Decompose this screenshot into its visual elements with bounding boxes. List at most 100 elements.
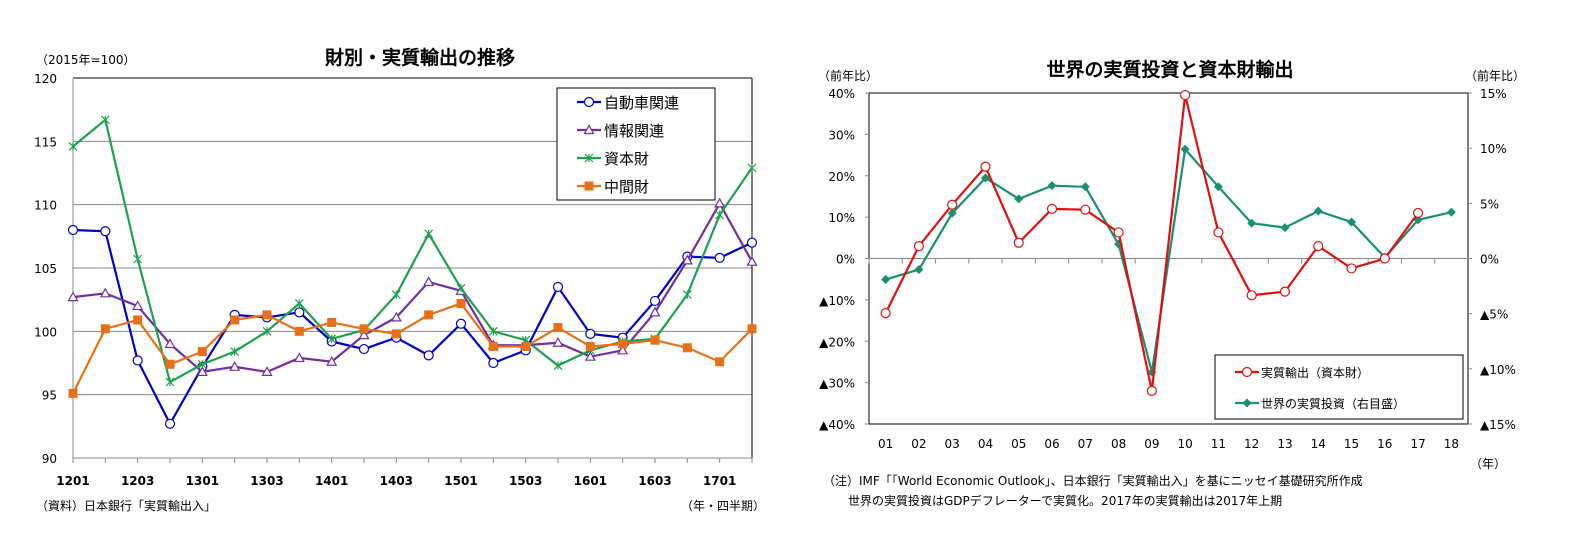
data-point [746, 255, 758, 266]
chart1-source: （資料）日本銀行「実質輸出入」 [36, 498, 216, 513]
chart2-left-unit: （前年比） [818, 68, 878, 83]
data-point [423, 276, 435, 287]
data-point [618, 339, 628, 349]
data-point [133, 254, 143, 264]
legend-box [1214, 354, 1464, 420]
data-point [1014, 194, 1024, 204]
y-left-tick-label: ▲40% [819, 418, 855, 432]
x-tick-label: 03 [945, 437, 960, 451]
legend-marker [583, 124, 595, 135]
x-tick-label: 10 [1177, 437, 1192, 451]
data-point [68, 388, 78, 398]
data-point [1446, 207, 1456, 217]
x-tick-label: 1603 [638, 474, 671, 488]
chart2-title: 世界の実質投資と資本財輸出 [1046, 58, 1293, 81]
data-point [391, 290, 401, 300]
data-point [424, 229, 434, 239]
data-point [229, 361, 241, 371]
y-right-tick-label: ▲5% [1480, 308, 1508, 322]
data-point [100, 226, 111, 237]
legend-label: 資本財 [604, 150, 649, 168]
data-point [488, 342, 498, 352]
data-point [617, 344, 629, 355]
x-tick-label: 14 [1311, 437, 1326, 451]
data-point [747, 163, 757, 173]
data-point [521, 342, 531, 352]
legend-marker [583, 96, 595, 108]
x-tick-label: 02 [911, 437, 926, 451]
data-point [261, 366, 273, 376]
chart1-unit-label: （2015年=100） [36, 53, 136, 67]
y-right-tick-label: ▲10% [1480, 363, 1516, 377]
data-point [455, 318, 467, 329]
y-right-tick-label: 10% [1480, 142, 1507, 156]
data-point [1246, 290, 1257, 301]
data-point [230, 315, 240, 325]
data-point [1113, 227, 1124, 238]
data-point [650, 335, 660, 345]
x-tick-label: 1701 [703, 474, 736, 488]
x-tick-label: 12 [1244, 437, 1259, 451]
legend-label: 情報関連 [604, 122, 664, 140]
data-point [880, 308, 891, 319]
y-left-tick-label: 20% [828, 170, 855, 184]
data-point [197, 347, 207, 357]
data-point [1247, 218, 1257, 228]
data-point [746, 237, 758, 248]
data-point [552, 337, 564, 347]
data-point [358, 329, 370, 340]
x-tick-label: 17 [1410, 437, 1425, 451]
data-point [714, 197, 726, 208]
data-point [165, 359, 175, 369]
legend-marker [1241, 366, 1253, 378]
y-left-tick-label: ▲10% [819, 294, 855, 308]
data-point [67, 224, 79, 236]
x-tick-label: 1201 [56, 474, 89, 488]
x-tick-label: 1501 [444, 474, 477, 488]
data-point [424, 310, 434, 320]
data-point [1080, 182, 1090, 192]
data-point [456, 298, 466, 308]
data-point [327, 334, 337, 344]
x-tick-label: 1403 [380, 474, 413, 488]
x-tick-label: 06 [1044, 437, 1059, 451]
data-point [197, 359, 207, 369]
y-right-tick-label: 5% [1480, 197, 1499, 211]
data-point [1347, 217, 1357, 227]
x-tick-label: 1503 [509, 474, 542, 488]
data-point [1213, 182, 1223, 192]
legend-marker [584, 153, 594, 163]
data-point [584, 350, 596, 361]
data-point [132, 300, 144, 311]
data-point [1346, 263, 1357, 274]
legend-label: 中間財 [604, 178, 649, 196]
data-point [552, 281, 564, 293]
legend-label: 自動車関連 [604, 94, 679, 112]
data-point [100, 324, 110, 334]
data-point [294, 326, 304, 336]
data-point [67, 291, 79, 302]
data-point [359, 324, 369, 334]
data-point [1279, 286, 1291, 297]
chart2-right-unit: （前年比） [1465, 68, 1525, 83]
data-point [980, 173, 990, 183]
x-tick-label: 05 [1011, 437, 1026, 451]
data-point [262, 310, 272, 320]
data-point [747, 324, 757, 334]
x-tick-label: 18 [1444, 437, 1459, 451]
data-point [358, 343, 370, 355]
x-tick-label: 16 [1377, 437, 1392, 451]
data-point [553, 323, 563, 333]
data-point [913, 240, 925, 252]
data-point [456, 283, 466, 293]
data-point [1146, 385, 1157, 396]
series-line-0 [884, 94, 1419, 392]
data-point [1313, 206, 1323, 216]
data-point [196, 366, 208, 376]
x-tick-label: 1601 [574, 474, 607, 488]
x-tick-label: 11 [1211, 437, 1226, 451]
data-point [327, 317, 337, 327]
data-point [585, 342, 595, 352]
data-point [1013, 237, 1024, 248]
legend-label: 世界の実質投資（右目盛） [1261, 396, 1405, 411]
